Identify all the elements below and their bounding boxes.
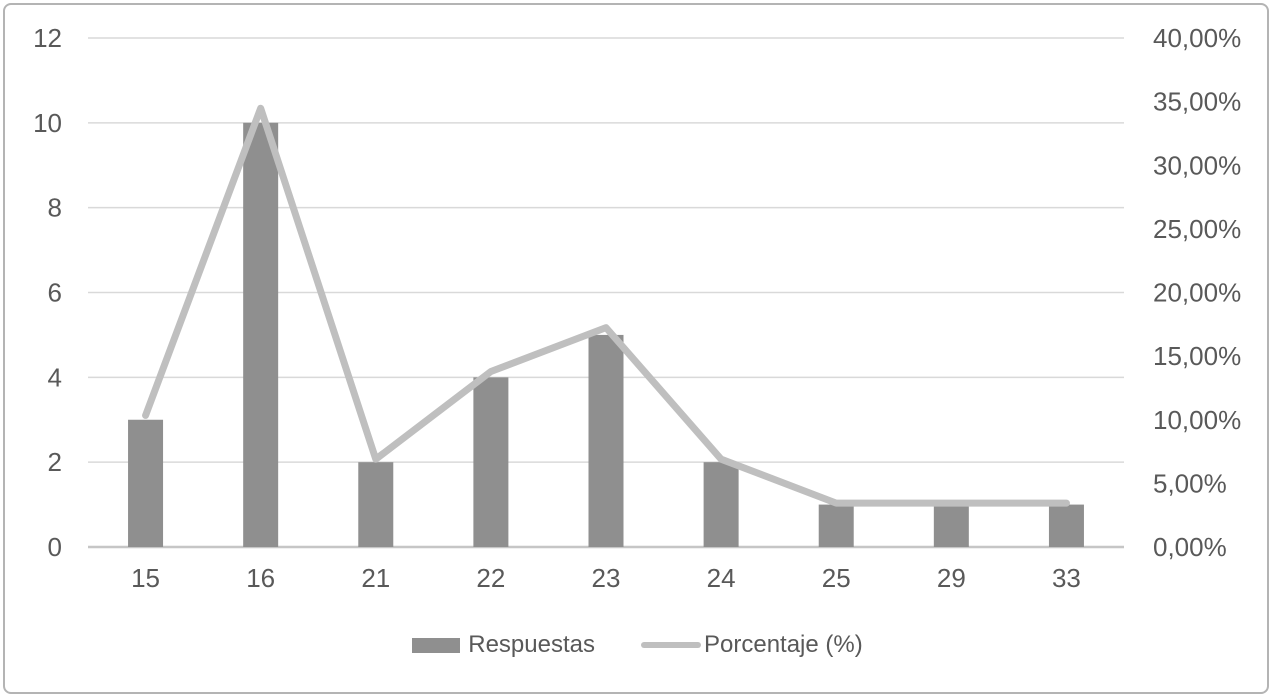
left-axis-tick-label: 10 [33, 108, 62, 138]
bar-series-swatch [412, 637, 461, 653]
left-axis-tick-label: 8 [48, 193, 62, 223]
x-axis-category-label: 24 [707, 563, 736, 593]
chart-frame [3, 3, 1269, 694]
x-axis-category-label: 22 [476, 563, 505, 593]
bar-series-respuestas [128, 122, 1084, 547]
x-axis-category-label: 16 [246, 563, 275, 593]
right-axis-tick-label: 35,00% [1153, 87, 1241, 117]
left-axis-tick-label: 12 [33, 23, 62, 53]
bar-respuestas[interactable] [703, 462, 739, 547]
left-axis-tick-label: 0 [48, 532, 62, 562]
bar-respuestas[interactable] [818, 504, 854, 547]
x-axis-category-label: 25 [822, 563, 851, 593]
bar-respuestas[interactable] [358, 462, 394, 547]
left-axis-tick-label: 6 [48, 278, 62, 308]
legend-item-porcentaje[interactable]: Porcentaje (%) [641, 631, 863, 659]
x-axis-labels: 15 16 21 22 23 24 25 29 33 [131, 563, 1081, 593]
right-axis-tick-label: 40,00% [1153, 23, 1241, 53]
bar-respuestas[interactable] [1048, 504, 1084, 547]
legend: Respuestas Porcentaje (%) [0, 631, 1275, 659]
x-axis-category-label: 15 [131, 563, 160, 593]
bar-respuestas[interactable] [128, 419, 164, 547]
right-axis-tick-label: 25,00% [1153, 214, 1241, 244]
line-series-swatch [641, 642, 701, 648]
legend-item-respuestas[interactable]: Respuestas [412, 631, 595, 659]
left-axis-ticks: 0 2 4 6 8 10 12 [33, 23, 62, 562]
right-axis-tick-label: 5,00% [1153, 468, 1227, 498]
x-axis-category-label: 29 [937, 563, 966, 593]
x-axis-category-label: 21 [361, 563, 390, 593]
right-axis-ticks: 0,00% 5,00% 10,00% 15,00% 20,00% 25,00% 30,00%… [1153, 23, 1241, 562]
bar-respuestas[interactable] [473, 377, 509, 547]
left-axis-tick-label: 4 [48, 362, 62, 392]
bar-respuestas[interactable] [243, 122, 279, 547]
x-axis-category-label: 33 [1052, 563, 1081, 593]
right-axis-tick-label: 30,00% [1153, 150, 1241, 180]
left-axis-tick-label: 2 [48, 447, 62, 477]
legend-label-porcentaje: Porcentaje (%) [704, 631, 863, 658]
right-axis-tick-label: 20,00% [1153, 278, 1241, 308]
line-porcentaje[interactable] [142, 104, 1070, 507]
right-axis-tick-label: 15,00% [1153, 341, 1241, 371]
bar-respuestas[interactable] [588, 334, 624, 547]
right-axis-tick-label: 0,00% [1153, 532, 1227, 562]
right-axis-tick-label: 10,00% [1153, 405, 1241, 435]
x-axis-category-label: 23 [592, 563, 621, 593]
legend-label-respuestas: Respuestas [468, 631, 595, 658]
bar-respuestas[interactable] [933, 504, 969, 547]
